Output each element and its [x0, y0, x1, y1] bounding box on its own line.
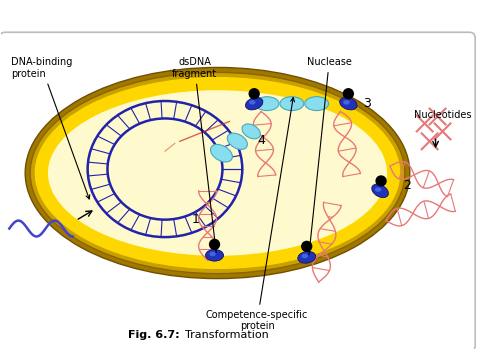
Text: Fig. 6.7:: Fig. 6.7: [128, 330, 180, 339]
Circle shape [302, 241, 312, 251]
Text: Nuclease: Nuclease [307, 57, 352, 254]
Text: Nucleotides: Nucleotides [414, 110, 471, 120]
Text: DNA-binding
protein: DNA-binding protein [11, 57, 90, 199]
Ellipse shape [302, 254, 308, 258]
Text: Competence-specific
protein: Competence-specific protein [206, 98, 308, 331]
Circle shape [343, 89, 354, 99]
Ellipse shape [34, 77, 401, 270]
Ellipse shape [30, 72, 405, 274]
Ellipse shape [372, 184, 388, 198]
FancyBboxPatch shape [0, 32, 475, 351]
Text: Transformation: Transformation [185, 330, 269, 339]
Circle shape [376, 176, 386, 186]
Ellipse shape [298, 251, 316, 263]
Circle shape [210, 239, 219, 249]
Ellipse shape [242, 124, 261, 139]
Ellipse shape [249, 100, 255, 105]
Ellipse shape [255, 97, 279, 111]
Text: 3: 3 [363, 97, 371, 110]
Ellipse shape [245, 97, 263, 110]
Ellipse shape [280, 97, 304, 111]
Ellipse shape [375, 187, 381, 192]
Text: 1: 1 [192, 213, 200, 226]
Ellipse shape [305, 97, 329, 111]
Ellipse shape [227, 133, 247, 150]
Ellipse shape [25, 67, 410, 279]
Ellipse shape [340, 97, 357, 110]
Text: 4: 4 [257, 134, 265, 147]
Text: 2: 2 [403, 179, 411, 192]
Ellipse shape [210, 144, 232, 162]
Circle shape [249, 89, 259, 99]
Ellipse shape [343, 100, 350, 105]
Ellipse shape [48, 90, 387, 256]
Text: dsDNA
fragment: dsDNA fragment [172, 57, 217, 252]
Ellipse shape [209, 252, 216, 256]
Ellipse shape [205, 250, 224, 261]
